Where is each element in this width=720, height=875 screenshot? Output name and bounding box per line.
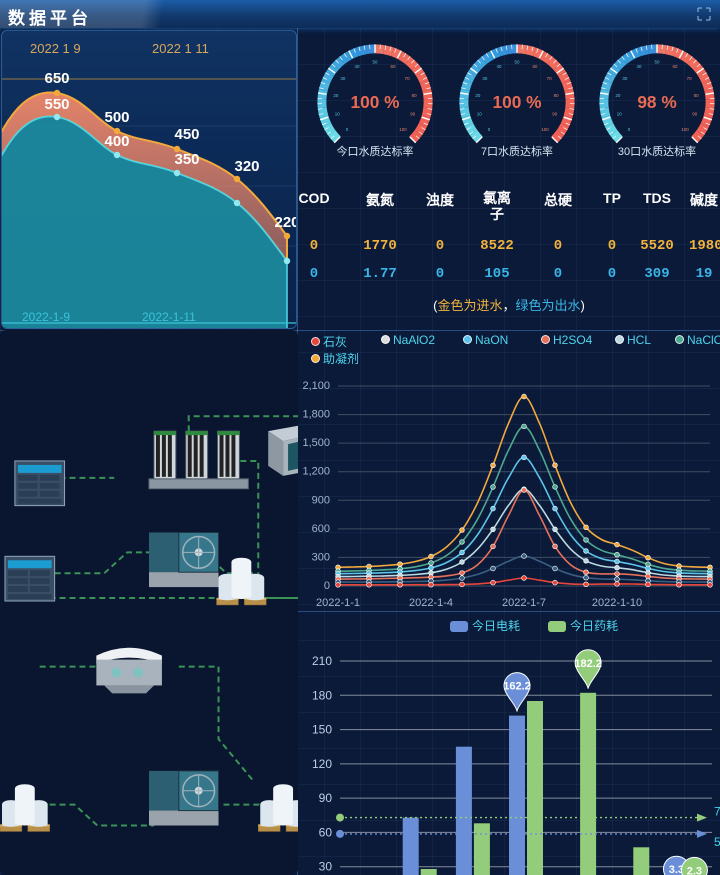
svg-text:300: 300 [312,551,330,563]
svg-text:0: 0 [346,127,349,132]
svg-text:10: 10 [477,111,482,116]
svg-text:80: 80 [694,93,699,98]
svg-text:2022-1-7: 2022-1-7 [502,597,546,609]
svg-text:60: 60 [532,64,537,69]
svg-text:50: 50 [515,60,520,65]
svg-text:30: 30 [482,76,487,81]
svg-text:180: 180 [312,688,332,702]
svg-text:2022-1-1: 2022-1-1 [316,597,360,609]
svg-text:50: 50 [373,60,378,65]
svg-text:2022-1-4: 2022-1-4 [409,597,453,609]
svg-text:58.74: 58.74 [714,835,720,849]
svg-text:20: 20 [615,93,620,98]
svg-text:100 %: 100 % [493,92,542,112]
svg-text:450: 450 [174,126,199,143]
svg-text:600: 600 [312,523,330,535]
svg-text:40: 40 [637,64,642,69]
svg-text:90: 90 [552,111,557,116]
svg-text:72.97: 72.97 [714,805,720,819]
svg-text:90: 90 [319,791,333,805]
svg-text:100: 100 [541,127,549,132]
svg-text:30: 30 [622,76,627,81]
svg-text:1,500: 1,500 [302,437,330,449]
svg-text:900: 900 [312,494,330,506]
svg-text:50: 50 [655,60,660,65]
svg-text:98 %: 98 % [637,92,676,112]
svg-text:60: 60 [672,64,677,69]
svg-text:100 %: 100 % [351,92,400,112]
svg-text:400: 400 [104,133,129,150]
svg-text:350: 350 [174,151,199,168]
svg-text:162.2: 162.2 [503,681,531,693]
svg-text:10: 10 [617,111,622,116]
svg-text:60: 60 [319,825,333,839]
svg-text:80: 80 [554,93,559,98]
svg-text:90: 90 [410,111,415,116]
svg-text:10: 10 [335,111,340,116]
svg-text:182.2: 182.2 [574,658,602,670]
svg-text:20: 20 [333,93,338,98]
svg-text:40: 40 [355,64,360,69]
svg-text:220: 220 [274,214,297,231]
svg-text:500: 500 [104,109,129,126]
svg-text:30: 30 [319,860,333,874]
svg-text:70: 70 [547,76,552,81]
svg-text:70: 70 [405,76,410,81]
svg-text:80: 80 [412,93,417,98]
svg-text:0: 0 [488,127,491,132]
svg-text:20: 20 [475,93,480,98]
svg-text:0: 0 [324,580,330,592]
svg-text:2022-1-10: 2022-1-10 [592,597,642,609]
svg-text:1,800: 1,800 [302,409,330,421]
svg-text:2,100: 2,100 [302,380,330,392]
svg-text:550: 550 [44,96,69,113]
svg-text:30: 30 [340,76,345,81]
svg-text:1,200: 1,200 [302,466,330,478]
svg-text:2.3: 2.3 [687,865,702,875]
svg-text:150: 150 [312,723,332,737]
svg-text:210: 210 [312,654,332,668]
svg-text:320: 320 [234,158,259,175]
svg-text:90: 90 [692,111,697,116]
svg-text:0: 0 [628,127,631,132]
svg-text:650: 650 [44,70,69,87]
svg-text:60: 60 [390,64,395,69]
svg-text:100: 100 [681,127,689,132]
svg-text:100: 100 [399,127,407,132]
svg-text:40: 40 [497,64,502,69]
svg-text:120: 120 [312,757,332,771]
svg-text:70: 70 [687,76,692,81]
